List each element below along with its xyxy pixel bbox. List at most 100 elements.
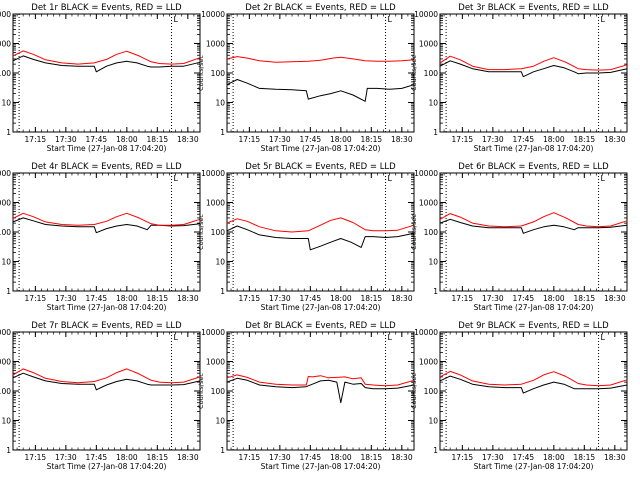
- y-tick-label: 100: [211, 387, 226, 396]
- x-tick-label: 18:30: [391, 453, 413, 462]
- y-tick-label: 10000: [201, 328, 225, 337]
- y-tick-label: 1: [6, 446, 11, 455]
- panel-title: Det 9r BLACK = Events, RED = LLD: [458, 321, 609, 331]
- panel-title: Det 8r BLACK = Events, RED = LLD: [245, 321, 396, 331]
- x-tick-label: 18:15: [361, 135, 383, 144]
- x-tick-label: 18:15: [361, 294, 383, 303]
- x-tick-label: 18:15: [574, 294, 596, 303]
- y-tick-label: 10: [428, 417, 438, 426]
- plot-frame: [12, 13, 201, 133]
- y-tick-label: 1000: [206, 358, 225, 367]
- corner-label: L: [174, 333, 179, 342]
- x-axis-label: Start Time (27-Jan-08 17:04:20): [261, 303, 381, 312]
- plot-frame: [439, 331, 628, 451]
- x-tick-label: 18:15: [574, 135, 596, 144]
- series-events-line: [226, 225, 415, 251]
- x-tick-label: 17:15: [25, 135, 47, 144]
- x-tick-label: 17:30: [55, 294, 77, 303]
- y-tick-label: 1: [220, 446, 225, 455]
- x-tick-label: 18:15: [361, 453, 383, 462]
- x-tick-label: 17:30: [482, 135, 504, 144]
- corner-label: L: [388, 174, 393, 183]
- y-tick-label: 100: [424, 69, 439, 78]
- detector-panel-6: Det 6r BLACK = Events, RED = LLD Counts/s…: [410, 162, 628, 312]
- y-tick-label: 1: [220, 128, 225, 137]
- x-tick-label: 18:30: [604, 453, 626, 462]
- detector-panel-5: Det 5r BLACK = Events, RED = LLD Counts/s…: [197, 162, 415, 312]
- x-axis-label: Start Time (27-Jan-08 17:04:20): [47, 303, 167, 312]
- x-tick-label: 18:15: [574, 453, 596, 462]
- x-tick-label: 18:30: [177, 135, 199, 144]
- x-tick-label: 17:45: [300, 135, 322, 144]
- x-tick-label: 18:00: [543, 135, 565, 144]
- series-events-line: [226, 79, 415, 102]
- y-tick-label: 10000: [414, 169, 438, 178]
- corner-label: L: [174, 174, 179, 183]
- y-axis-label: Counts/sec: [410, 55, 418, 91]
- series-lld-line: [226, 217, 415, 233]
- x-axis-label: Start Time (27-Jan-08 17:04:20): [261, 144, 381, 153]
- x-tick-label: 18:15: [147, 135, 169, 144]
- x-tick-label: 17:15: [25, 294, 47, 303]
- x-axis-label: Start Time (27-Jan-08 17:04:20): [47, 462, 167, 471]
- detector-panel-7: Det 7r BLACK = Events, RED = LLDCounts/s…: [0, 321, 201, 471]
- detector-panel-4: Det 4r BLACK = Events, RED = LLDCounts/s…: [0, 162, 201, 312]
- plot-frame: [226, 172, 415, 292]
- y-tick-label: 1: [6, 287, 11, 296]
- y-tick-label: 10: [1, 258, 11, 267]
- y-tick-label: 10: [215, 258, 225, 267]
- series-lld-line: [12, 50, 201, 65]
- x-tick-label: 18:00: [116, 135, 138, 144]
- y-tick-label: 100: [211, 228, 226, 237]
- x-tick-label: 18:15: [147, 453, 169, 462]
- y-axis-label: Counts/sec: [197, 373, 205, 409]
- x-tick-label: 18:30: [604, 294, 626, 303]
- y-tick-label: 1000: [419, 40, 438, 49]
- x-axis-label: Start Time (27-Jan-08 17:04:20): [47, 144, 167, 153]
- y-tick-label: 10: [428, 258, 438, 267]
- plot-frame: [226, 13, 415, 133]
- x-tick-label: 18:00: [543, 453, 565, 462]
- series-events-line: [12, 372, 201, 391]
- y-tick-label: 10: [215, 99, 225, 108]
- y-axis-label: Counts/sec: [410, 214, 418, 250]
- x-tick-label: 17:45: [300, 294, 322, 303]
- x-tick-label: 17:45: [513, 294, 535, 303]
- y-tick-label: 1000: [206, 40, 225, 49]
- x-axis-label: Start Time (27-Jan-08 17:04:20): [261, 462, 381, 471]
- x-tick-label: 17:45: [513, 453, 535, 462]
- y-tick-label: 10: [1, 99, 11, 108]
- series-lld-line: [226, 56, 415, 63]
- panel-title: Det 4r BLACK = Events, RED = LLD: [31, 162, 182, 172]
- corner-label: L: [388, 333, 393, 342]
- series-lld-line: [12, 212, 201, 226]
- y-tick-label: 1000: [0, 358, 11, 367]
- plot-frame: [439, 172, 628, 292]
- y-tick-label: 100: [424, 387, 439, 396]
- y-tick-label: 1000: [419, 358, 438, 367]
- x-tick-label: 18:30: [177, 294, 199, 303]
- x-tick-label: 18:30: [604, 135, 626, 144]
- series-events-line: [12, 55, 201, 73]
- x-tick-label: 18:30: [177, 453, 199, 462]
- x-tick-label: 18:00: [116, 453, 138, 462]
- x-tick-label: 17:30: [269, 294, 291, 303]
- x-tick-label: 17:45: [86, 294, 108, 303]
- x-tick-label: 17:30: [269, 135, 291, 144]
- y-tick-label: 10000: [201, 10, 225, 19]
- corner-label: L: [388, 15, 393, 24]
- y-tick-label: 10: [215, 417, 225, 426]
- y-tick-label: 1000: [0, 40, 11, 49]
- series-events-line: [439, 218, 628, 234]
- y-tick-label: 1: [220, 287, 225, 296]
- y-tick-label: 100: [0, 69, 11, 78]
- detector-panel-8: Det 8r BLACK = Events, RED = LLD Counts/s…: [197, 321, 415, 471]
- corner-label: L: [174, 15, 179, 24]
- x-tick-label: 17:30: [482, 453, 504, 462]
- panel-title: Det 2r BLACK = Events, RED = LLD: [245, 3, 396, 13]
- x-tick-label: 17:45: [86, 135, 108, 144]
- panel-title: Det 7r BLACK = Events, RED = LLD: [31, 321, 182, 331]
- x-tick-label: 17:45: [513, 135, 535, 144]
- x-tick-label: 17:45: [86, 453, 108, 462]
